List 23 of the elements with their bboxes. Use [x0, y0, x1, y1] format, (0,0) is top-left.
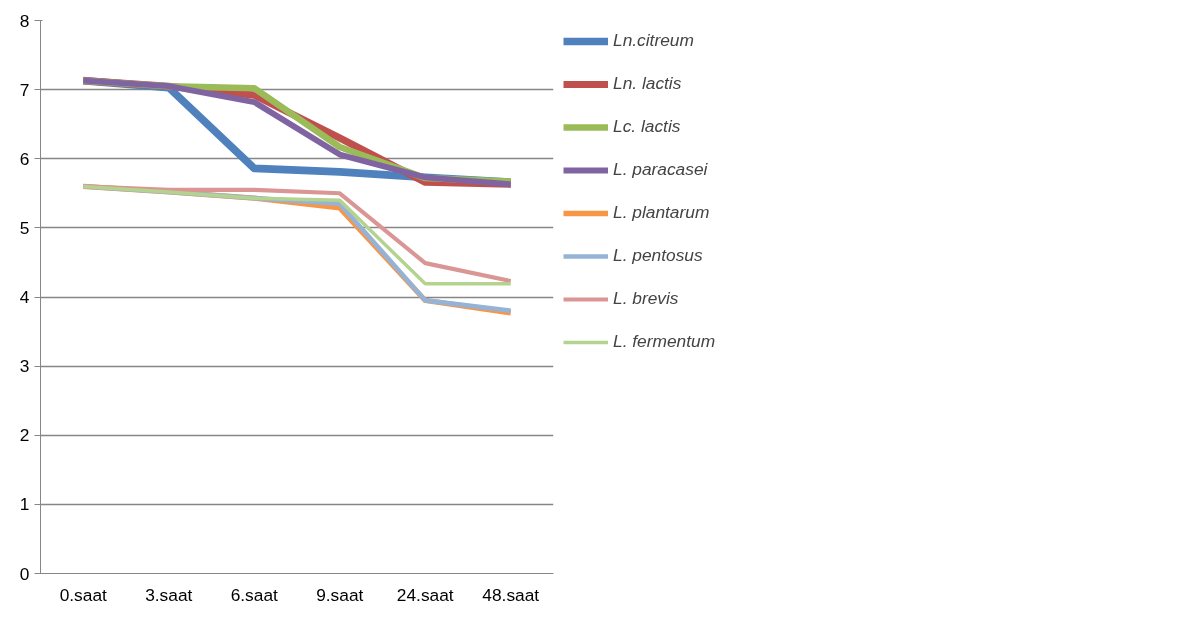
- x-tick-label: 0.saat: [59, 584, 108, 605]
- y-tick-label: 0: [19, 563, 30, 584]
- y-tick-label: 8: [19, 10, 30, 31]
- legend-label: L. paracasei: [613, 159, 708, 180]
- legend-label: Ln.citreum: [613, 30, 694, 51]
- y-tick-label: 2: [19, 425, 30, 446]
- legend-label: Lc. lactis: [613, 116, 681, 137]
- y-tick-label: 7: [19, 79, 30, 100]
- legend-label: L. brevis: [613, 288, 679, 309]
- y-tick-label: 6: [19, 148, 30, 169]
- y-tick-label: 4: [19, 287, 30, 307]
- x-tick-label: 3.saat: [145, 584, 193, 605]
- x-tick-label: 48.saat: [482, 584, 540, 605]
- legend-label: L. fermentum: [613, 331, 716, 352]
- y-tick-label: 5: [19, 217, 30, 238]
- x-tick-label: 9.saat: [316, 584, 364, 605]
- legend-label: L. pentosus: [613, 245, 703, 266]
- x-tick-label: 6.saat: [230, 584, 279, 605]
- y-tick-label: 3: [19, 356, 30, 377]
- legend-label: Ln. lactis: [613, 73, 682, 94]
- x-tick-label: 24.saat: [396, 584, 454, 605]
- legend-label: L. plantarum: [613, 202, 710, 223]
- y-tick-label: 1: [19, 494, 30, 515]
